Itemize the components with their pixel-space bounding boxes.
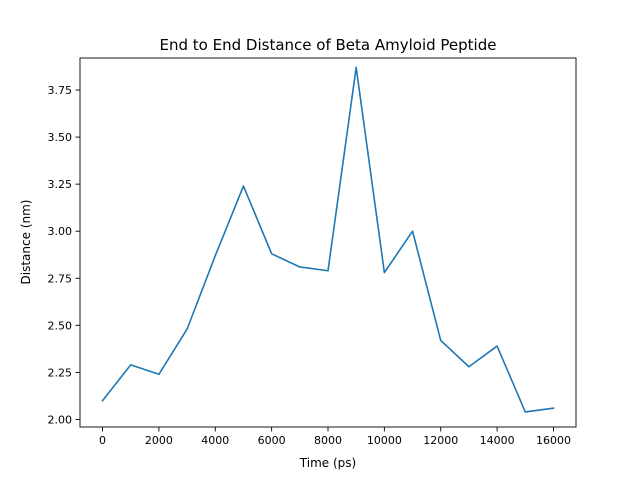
x-tick-label: 16000	[536, 434, 571, 447]
y-tick-label: 3.75	[48, 84, 73, 97]
series-line-0	[101, 66, 555, 413]
y-tick-label: 2.50	[48, 319, 73, 332]
x-axis-label: Time (ps)	[299, 456, 356, 470]
chart-title: End to End Distance of Beta Amyloid Pept…	[160, 36, 497, 54]
y-tick-label: 2.25	[48, 366, 73, 379]
x-tick-label: 8000	[314, 434, 342, 447]
x-tick-label: 10000	[367, 434, 402, 447]
y-tick-label: 3.00	[48, 225, 73, 238]
x-tick-label: 0	[99, 434, 106, 447]
x-tick-label: 4000	[201, 434, 229, 447]
y-tick-label: 2.75	[48, 272, 73, 285]
y-tick-label: 3.25	[48, 178, 73, 191]
x-tick-label: 6000	[258, 434, 286, 447]
plot-area: 0 2000 4000 6000 8000 10000 12000 14000 16000 2.0…	[48, 57, 577, 447]
x-tick-label: 12000	[423, 434, 458, 447]
x-tick-label: 14000	[480, 434, 515, 447]
y-tick-label: 3.50	[48, 131, 73, 144]
y-tick-label: 2.00	[48, 413, 73, 426]
y-axis-label: Distance (nm)	[19, 200, 33, 285]
x-tick-label: 2000	[145, 434, 173, 447]
